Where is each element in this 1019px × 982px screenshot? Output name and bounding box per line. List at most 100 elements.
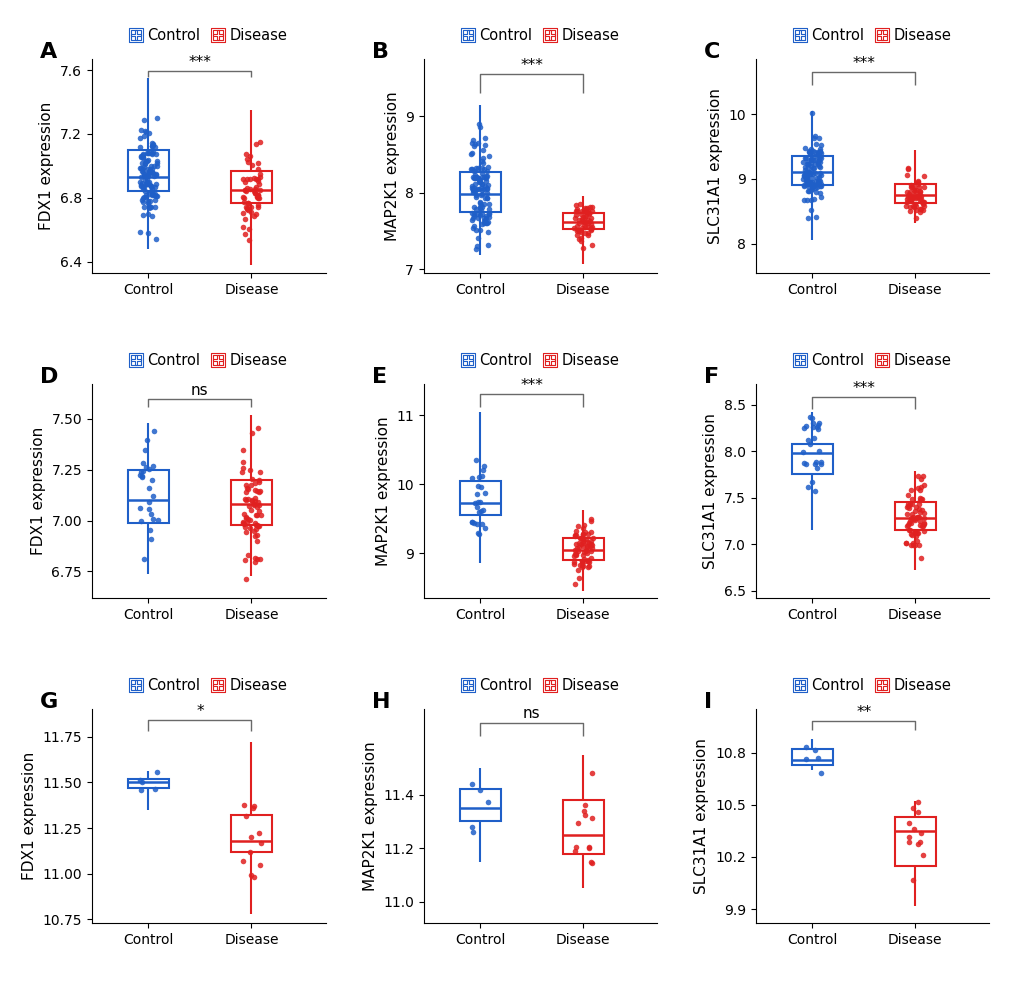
Point	[905, 190, 921, 205]
Point	[908, 528, 924, 544]
Point	[575, 558, 591, 573]
Point	[464, 776, 480, 791]
Point	[804, 167, 820, 183]
Point	[575, 213, 591, 229]
Point	[135, 190, 151, 205]
Point	[913, 502, 929, 518]
Point	[583, 198, 599, 214]
Point	[576, 204, 592, 220]
Point	[237, 524, 254, 540]
Point	[131, 130, 148, 145]
Point	[237, 477, 254, 493]
Legend: Control, Disease: Control, Disease	[129, 678, 287, 693]
Point	[809, 145, 825, 161]
Point	[251, 504, 267, 519]
Point	[252, 183, 268, 198]
Point	[470, 525, 486, 541]
Point	[465, 133, 481, 148]
Point	[566, 546, 582, 562]
Text: ***: ***	[852, 381, 874, 396]
Point	[578, 542, 594, 558]
Point	[570, 232, 586, 247]
Point	[141, 200, 157, 216]
Point	[470, 182, 486, 197]
Point	[248, 180, 264, 195]
Point	[898, 198, 914, 214]
Point	[250, 161, 266, 177]
Point	[467, 136, 483, 152]
Point	[582, 543, 598, 559]
Point	[145, 144, 161, 160]
Point	[147, 198, 163, 214]
Point	[474, 206, 490, 222]
Point	[133, 155, 150, 171]
Point	[244, 425, 260, 441]
Point	[481, 205, 497, 221]
Point	[802, 152, 818, 168]
Point	[239, 180, 256, 195]
Point	[466, 516, 482, 531]
Point	[149, 153, 165, 169]
Point	[234, 514, 251, 529]
Point	[810, 131, 826, 146]
Point	[805, 191, 821, 207]
Point	[476, 216, 492, 232]
Point	[806, 181, 822, 196]
Point	[144, 188, 160, 203]
Point	[132, 179, 149, 194]
Point	[811, 173, 827, 189]
Point	[236, 226, 253, 242]
Point	[136, 159, 152, 175]
Point	[909, 837, 925, 852]
Point	[239, 481, 256, 497]
Point	[478, 208, 494, 224]
Point	[471, 174, 487, 190]
Point	[579, 199, 595, 215]
Point	[804, 177, 820, 192]
Point	[908, 525, 924, 541]
Point	[252, 508, 268, 523]
Point	[132, 513, 149, 528]
Point	[242, 520, 258, 536]
Point	[568, 203, 584, 219]
Point	[899, 499, 915, 515]
Point	[131, 501, 148, 517]
Bar	[127, 150, 169, 191]
Point	[903, 507, 919, 522]
Point	[804, 415, 820, 431]
Point	[583, 540, 599, 556]
Bar	[562, 538, 603, 560]
Point	[802, 192, 818, 208]
Point	[910, 537, 926, 553]
Point	[810, 414, 826, 430]
Point	[478, 171, 494, 187]
Point	[144, 161, 160, 177]
Point	[466, 218, 482, 234]
Point	[569, 816, 585, 832]
Point	[810, 174, 826, 190]
Point	[148, 146, 164, 162]
Point	[132, 149, 149, 165]
Legend: Control, Disease: Control, Disease	[462, 678, 619, 693]
Point	[567, 527, 583, 543]
Point	[584, 202, 600, 218]
Legend: Control, Disease: Control, Disease	[462, 27, 619, 42]
Point	[912, 191, 928, 207]
Point	[137, 184, 153, 199]
Point	[573, 230, 589, 246]
Point	[475, 503, 491, 518]
Point	[581, 840, 597, 855]
Point	[235, 442, 252, 458]
Point	[907, 210, 923, 226]
Point	[812, 145, 828, 161]
Point	[911, 204, 927, 220]
Point	[464, 178, 480, 193]
Point	[474, 463, 490, 478]
Point	[805, 130, 821, 145]
Point	[479, 159, 495, 175]
Point	[899, 496, 915, 512]
Point	[476, 213, 492, 229]
Point	[577, 531, 593, 547]
Point	[908, 533, 924, 549]
Point	[900, 187, 916, 202]
